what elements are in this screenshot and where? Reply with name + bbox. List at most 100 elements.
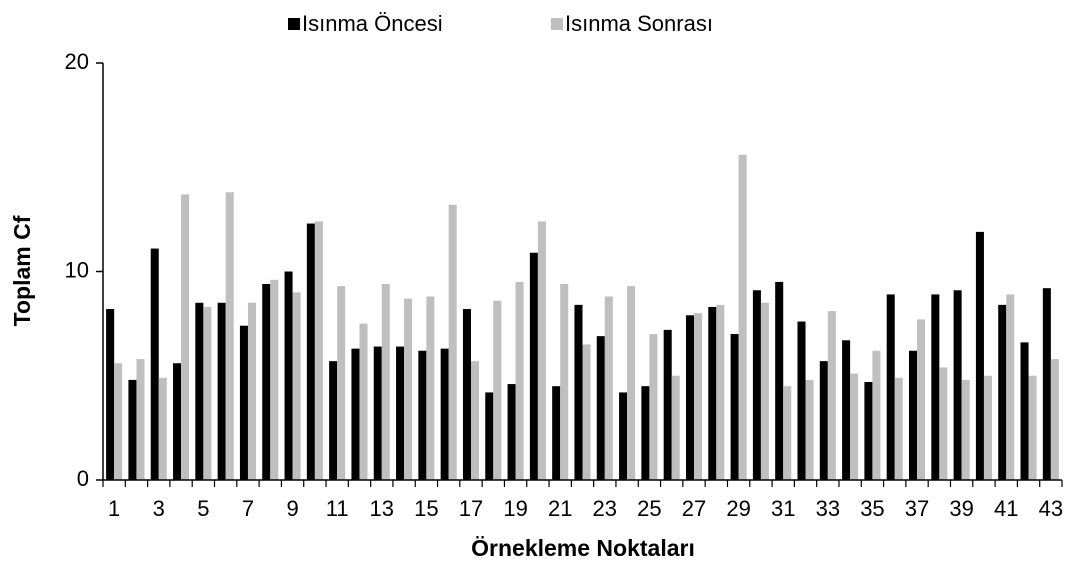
- bar: [582, 344, 591, 480]
- bar: [1042, 288, 1051, 480]
- bar: [225, 192, 234, 480]
- x-tick-label: 27: [682, 496, 706, 521]
- bar: [560, 284, 569, 480]
- bar: [998, 304, 1007, 480]
- x-tick-label: 29: [726, 496, 750, 521]
- bar: [872, 350, 881, 480]
- bar: [284, 271, 293, 480]
- x-tick-label: 13: [370, 496, 394, 521]
- bar: [694, 313, 703, 480]
- bar: [663, 329, 672, 480]
- x-tick-label: 11: [326, 496, 349, 521]
- x-tick-label: 33: [816, 496, 840, 521]
- bar: [671, 375, 680, 480]
- bar: [752, 290, 761, 480]
- bar: [627, 286, 636, 480]
- bar: [373, 346, 382, 480]
- x-tick-label: 43: [1039, 496, 1063, 521]
- x-tick-label: 17: [459, 496, 483, 521]
- bar: [262, 284, 271, 480]
- bar: [850, 373, 859, 480]
- bar: [953, 290, 962, 480]
- y-tick-label: 20: [65, 49, 89, 74]
- bar: [314, 221, 323, 480]
- bar: [730, 334, 739, 480]
- bar: [842, 340, 851, 480]
- bar: [864, 382, 873, 480]
- y-tick-label: 0: [77, 466, 89, 491]
- bar: [537, 221, 546, 480]
- bar: [1050, 359, 1059, 480]
- bar: [114, 363, 123, 480]
- bar: [649, 334, 658, 480]
- bar: [381, 284, 390, 480]
- x-tick-label: 15: [414, 496, 438, 521]
- x-tick-label: 35: [860, 496, 884, 521]
- y-axis-title: Toplam Cf: [9, 215, 35, 326]
- bar: [351, 348, 360, 480]
- bar: [983, 375, 992, 480]
- x-tick-label: 23: [593, 496, 617, 521]
- bar: [909, 350, 918, 480]
- bar: [819, 361, 828, 480]
- bar: [797, 321, 806, 480]
- bar: [604, 296, 613, 480]
- bar: [270, 279, 279, 480]
- bar: [426, 296, 435, 480]
- bar: [247, 302, 256, 480]
- bar: [448, 204, 457, 480]
- bar: [685, 315, 695, 480]
- legend-label: Isınma Sonrası: [565, 11, 713, 36]
- bar: [975, 231, 984, 480]
- x-axis-title: Örnekleme Noktaları: [471, 535, 695, 561]
- bar: [886, 294, 895, 480]
- bar: [418, 350, 427, 480]
- bar: [136, 359, 145, 480]
- bar: [529, 252, 538, 480]
- bar: [195, 302, 204, 480]
- bar: [894, 377, 903, 480]
- bar: [716, 304, 725, 480]
- bar: [181, 194, 190, 481]
- x-tick-label: 41: [994, 496, 1018, 521]
- bar: [462, 309, 471, 480]
- bar: [203, 306, 212, 480]
- bar: [738, 154, 747, 481]
- bar: [931, 294, 940, 480]
- bar: [515, 281, 524, 480]
- y-tick-label: 10: [65, 257, 89, 282]
- x-tick-label: 21: [548, 496, 572, 521]
- legend-label: Isınma Öncesi: [302, 11, 443, 36]
- bar: [128, 379, 137, 480]
- x-tick-label: 9: [286, 496, 298, 521]
- bar: [1020, 342, 1029, 480]
- x-tick-label: 19: [503, 496, 527, 521]
- bar: [337, 286, 346, 480]
- bar: [217, 302, 226, 480]
- bar: [805, 379, 814, 480]
- bar: [917, 319, 926, 480]
- bar: [359, 323, 368, 480]
- legend-swatch: [288, 18, 300, 30]
- bar: [173, 363, 182, 480]
- bar: [306, 223, 315, 481]
- bar: [329, 361, 338, 480]
- x-tick-label: 31: [771, 496, 795, 521]
- x-tick-label: 37: [905, 496, 929, 521]
- bar: [552, 386, 561, 480]
- bar: [485, 392, 494, 480]
- bar: [783, 386, 792, 480]
- bar: [239, 325, 248, 480]
- bar: [1006, 294, 1015, 480]
- bar: [775, 281, 784, 480]
- x-tick-label: 1: [108, 496, 120, 521]
- bar: [150, 248, 159, 480]
- bar: [641, 386, 650, 480]
- bar: [470, 361, 480, 480]
- bar: [961, 379, 970, 480]
- x-tick-label: 5: [197, 496, 209, 521]
- x-tick-label: 7: [242, 496, 254, 521]
- bar: [507, 384, 516, 480]
- bar: [827, 311, 836, 480]
